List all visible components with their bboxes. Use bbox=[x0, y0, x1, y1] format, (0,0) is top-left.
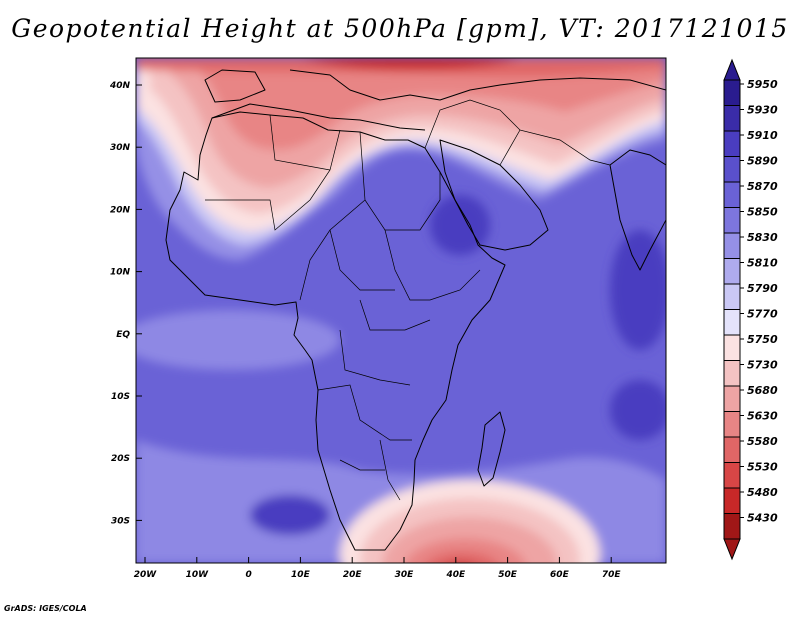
madagascar bbox=[477, 411, 506, 487]
band-5580 bbox=[300, 58, 520, 70]
colorbar-swatch bbox=[723, 105, 741, 132]
lat-label: 40N bbox=[109, 81, 131, 91]
colorbar-swatch bbox=[723, 258, 741, 285]
page-title: Geopotential Height at 500hPa [gpm], VT:… bbox=[11, 14, 789, 43]
colorbar-label: 5480 bbox=[747, 486, 778, 499]
colorbar-swatch bbox=[723, 462, 741, 489]
grads-credit: GrADS: IGES/COLA bbox=[4, 604, 87, 613]
country-borders bbox=[205, 99, 611, 501]
south-trough-5680 bbox=[404, 538, 526, 563]
colorbar-label: 5430 bbox=[747, 512, 778, 525]
colorbar-swatch bbox=[723, 334, 741, 361]
lon-label: 10W bbox=[186, 570, 210, 580]
colorbar-label: 5910 bbox=[747, 129, 778, 142]
colorbar-label: 5890 bbox=[747, 155, 778, 168]
lon-label: 10E bbox=[291, 570, 311, 580]
colorbar-label: 5830 bbox=[747, 231, 778, 244]
colorbar-swatch bbox=[723, 181, 741, 208]
lat-label: 10N bbox=[110, 268, 131, 278]
colorbar-label: 5680 bbox=[747, 384, 778, 397]
lon-label: 20E bbox=[343, 570, 363, 580]
lon-label: 50E bbox=[498, 570, 518, 580]
colorbar-label: 5850 bbox=[747, 206, 778, 219]
colorbar-swatch bbox=[723, 487, 741, 514]
coastlines bbox=[165, 69, 666, 551]
deep-blue-pocket-east bbox=[610, 230, 666, 350]
mid-blue-area-equator bbox=[136, 310, 340, 370]
colorbar-swatch bbox=[723, 283, 741, 310]
colorbar-swatch bbox=[723, 385, 741, 412]
colorbar-label: 5580 bbox=[747, 435, 778, 448]
lon-label: 40E bbox=[445, 570, 466, 580]
lon-label: 0 bbox=[245, 570, 251, 580]
deep-blue-pocket-southeast bbox=[610, 380, 666, 440]
lon-label: 20W bbox=[134, 570, 158, 580]
africa-coastline bbox=[165, 111, 506, 551]
band-5680 bbox=[190, 58, 666, 150]
colorbar-swatch bbox=[723, 513, 741, 540]
colorbar-swatch bbox=[723, 156, 741, 183]
colorbar-label: 5530 bbox=[747, 461, 778, 474]
india bbox=[609, 149, 666, 271]
lat-label: 30S bbox=[111, 516, 130, 526]
deep-blue-pocket-sw bbox=[250, 495, 330, 535]
colorbar-swatch bbox=[723, 207, 741, 234]
lat-label: 30N bbox=[110, 143, 131, 153]
iberia-europe bbox=[204, 69, 666, 103]
colorbar-top-arrow bbox=[723, 58, 741, 81]
south-trough-5730 bbox=[382, 517, 558, 563]
colorbar-label: 5870 bbox=[747, 180, 778, 193]
longitude-axis: 20W 10W 0 10E 20E 30E 40E 50E 60E 70E bbox=[134, 557, 622, 580]
lat-label: EQ bbox=[116, 330, 130, 340]
latitude-axis: 40N 30N 20N 10N EQ 10S 20S 30S bbox=[109, 81, 142, 526]
colorbar-bottom-arrow bbox=[723, 538, 741, 561]
colorbar-swatch bbox=[723, 436, 741, 463]
colorbar-swatch bbox=[723, 360, 741, 387]
lat-label: 10S bbox=[111, 392, 130, 402]
colorbar-label: 5750 bbox=[747, 333, 778, 346]
lon-label: 30E bbox=[395, 570, 415, 580]
contour-field bbox=[136, 58, 666, 563]
colorbar-label: 5630 bbox=[747, 410, 778, 423]
colorbar-label: 5790 bbox=[747, 282, 778, 295]
lon-label: 70E bbox=[602, 570, 622, 580]
colorbar-label: 5770 bbox=[747, 308, 778, 321]
colorbar-swatch bbox=[723, 232, 741, 259]
south-trough-5630 bbox=[426, 552, 498, 563]
colorbar-label: 5930 bbox=[747, 104, 778, 117]
lat-label: 20S bbox=[111, 454, 130, 464]
colorbar-label: 5950 bbox=[747, 78, 778, 91]
colorbar-swatch bbox=[723, 79, 741, 106]
mediterranean-coast bbox=[211, 103, 426, 131]
colorbar: 5950 5930 5910 5890 5870 5850 5830 5810 5790 5770… bbox=[723, 58, 778, 561]
colorbar-label: 5810 bbox=[747, 257, 778, 270]
colorbar-swatch bbox=[723, 411, 741, 438]
colorbar-label: 5730 bbox=[747, 359, 778, 372]
colorbar-swatch bbox=[723, 309, 741, 336]
lon-label: 60E bbox=[550, 570, 570, 580]
deep-blue-pocket-horn bbox=[430, 195, 490, 255]
colorbar-swatch bbox=[723, 130, 741, 157]
plot-frame bbox=[135, 57, 667, 564]
lat-label: 20N bbox=[110, 205, 131, 215]
